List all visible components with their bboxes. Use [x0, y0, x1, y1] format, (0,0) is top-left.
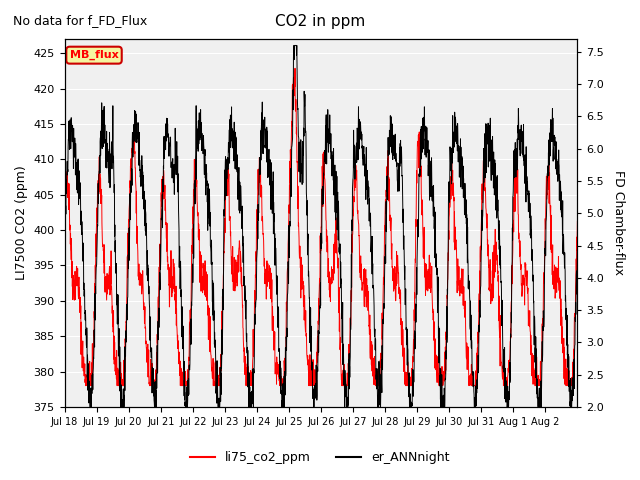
Text: MB_flux: MB_flux [70, 50, 118, 60]
Text: No data for f_FD_Flux: No data for f_FD_Flux [13, 14, 147, 27]
Text: CO2 in ppm: CO2 in ppm [275, 14, 365, 29]
Y-axis label: LI7500 CO2 (ppm): LI7500 CO2 (ppm) [15, 166, 28, 280]
Legend: li75_co2_ppm, er_ANNnight: li75_co2_ppm, er_ANNnight [186, 446, 454, 469]
Y-axis label: FD Chamber-flux: FD Chamber-flux [612, 170, 625, 276]
